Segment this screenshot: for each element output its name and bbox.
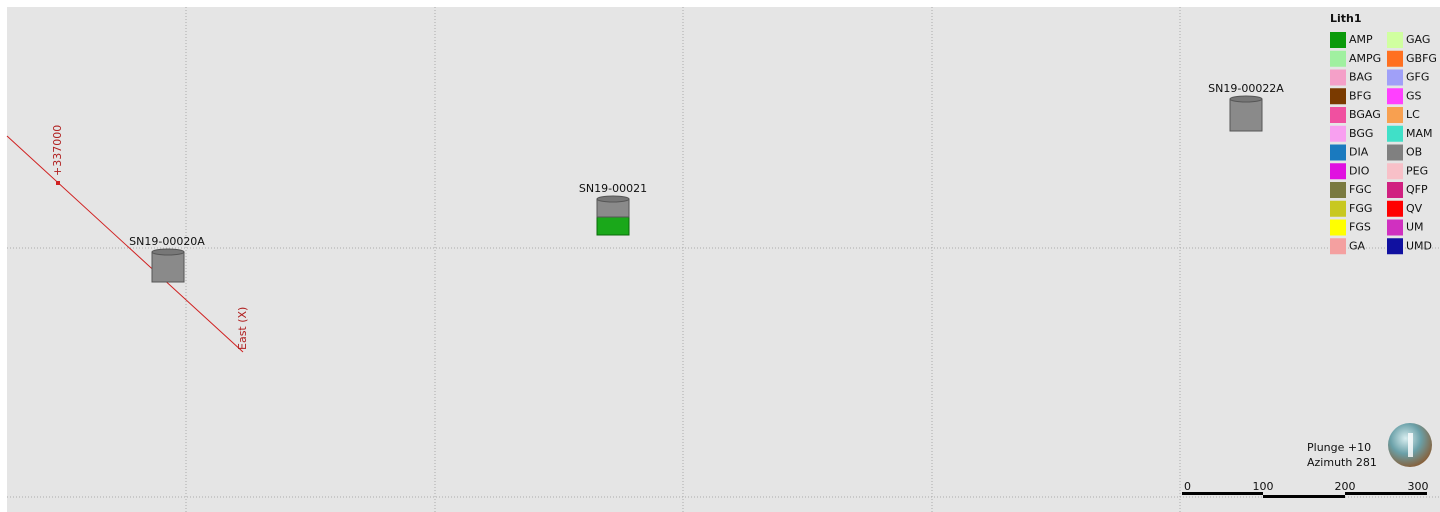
legend-label: DIO <box>1349 164 1370 177</box>
legend-label: BGG <box>1349 127 1373 140</box>
legend-swatch <box>1387 32 1403 48</box>
legend-swatch <box>1330 182 1346 198</box>
cylinder-top <box>596 195 630 203</box>
legend-swatch <box>1387 200 1403 217</box>
drillhole[interactable]: SN19-00021 <box>579 182 647 236</box>
axis-tick-label: +337000 <box>51 125 64 176</box>
legend-swatch <box>1330 125 1346 142</box>
legend-swatch <box>1387 107 1403 123</box>
legend-swatch <box>1330 144 1346 161</box>
legend-swatch <box>1387 219 1403 236</box>
legend-label: AMPG <box>1349 52 1381 65</box>
legend-label: GFG <box>1406 71 1429 84</box>
scale-label: 0 <box>1184 480 1191 493</box>
viewport[interactable] <box>7 7 1440 512</box>
legend-swatch <box>1387 69 1403 86</box>
legend-label: PEG <box>1406 164 1428 177</box>
drillhole-label: SN19-00021 <box>579 182 647 195</box>
legend-label: GBFG <box>1406 52 1437 65</box>
legend-label: OB <box>1406 146 1422 159</box>
legend-label: GA <box>1349 239 1366 252</box>
legend-swatch <box>1330 50 1346 67</box>
legend-swatch <box>1330 32 1346 48</box>
axis-name: East (X) <box>236 307 249 350</box>
legend-swatch <box>1387 50 1403 67</box>
cylinder-top <box>151 248 185 256</box>
axis: +337000 East (X) <box>6 125 249 353</box>
legend-label: UMD <box>1406 239 1432 252</box>
legend-swatch <box>1387 163 1403 180</box>
legend-label: AMP <box>1349 33 1373 46</box>
legend-swatch <box>1330 219 1346 236</box>
scale-segment <box>1182 492 1263 495</box>
legend-swatch <box>1330 200 1346 217</box>
legend-label: LC <box>1406 108 1420 121</box>
azimuth: Azimuth 281 <box>1307 456 1377 469</box>
cylinder-segment <box>596 216 630 236</box>
legend-swatch <box>1387 182 1403 198</box>
legend-label: FGS <box>1349 221 1371 234</box>
legend: Lith1 AMP AMPG BAG BFG BGAG BGG DIA DIO FGC FGG FG… <box>1330 12 1437 255</box>
grid <box>7 7 1440 512</box>
cylinder-body <box>151 251 185 283</box>
orientation-globe[interactable] <box>1388 423 1432 467</box>
legend-label: QV <box>1406 202 1423 215</box>
scale-segment <box>1345 492 1427 495</box>
drillhole-label: SN19-00022A <box>1208 82 1284 95</box>
cylinder-body <box>1229 98 1263 132</box>
legend-label: DIA <box>1349 146 1369 159</box>
legend-swatch <box>1387 125 1403 142</box>
legend-swatch <box>1387 238 1403 255</box>
scale-label: 100 <box>1253 480 1274 493</box>
legend-label: QFP <box>1406 183 1428 196</box>
legend-label: BFG <box>1349 89 1371 102</box>
legend-label: BAG <box>1349 71 1372 84</box>
legend-title: Lith1 <box>1330 12 1362 25</box>
legend-label: UM <box>1406 221 1424 234</box>
legend-swatch <box>1387 144 1403 161</box>
legend-swatch <box>1330 107 1346 123</box>
legend-swatch <box>1330 238 1346 255</box>
scale-label: 200 <box>1335 480 1356 493</box>
cylinder-top <box>1229 95 1263 103</box>
drillhole[interactable]: SN19-00020A <box>129 235 205 283</box>
scale-segment <box>1263 495 1345 498</box>
legend-label: FGG <box>1349 202 1372 215</box>
legend-label: GS <box>1406 89 1422 102</box>
drillhole-label: SN19-00020A <box>129 235 205 248</box>
legend-swatch <box>1330 163 1346 180</box>
globe-marker <box>1408 433 1413 457</box>
legend-label: FGC <box>1349 183 1372 196</box>
scale-bar: 0 100 200 300 <box>1182 480 1429 498</box>
drillhole[interactable]: SN19-00022A <box>1208 82 1284 132</box>
legend-label: GAG <box>1406 33 1430 46</box>
legend-label: BGAG <box>1349 108 1381 121</box>
scale-label: 300 <box>1408 480 1429 493</box>
axis-tick <box>56 181 60 185</box>
legend-swatch <box>1387 88 1403 105</box>
legend-swatch <box>1330 88 1346 105</box>
legend-swatch <box>1330 69 1346 86</box>
legend-label: MAM <box>1406 127 1433 140</box>
axis-line <box>6 135 244 353</box>
plunge: Plunge +10 <box>1307 441 1371 454</box>
